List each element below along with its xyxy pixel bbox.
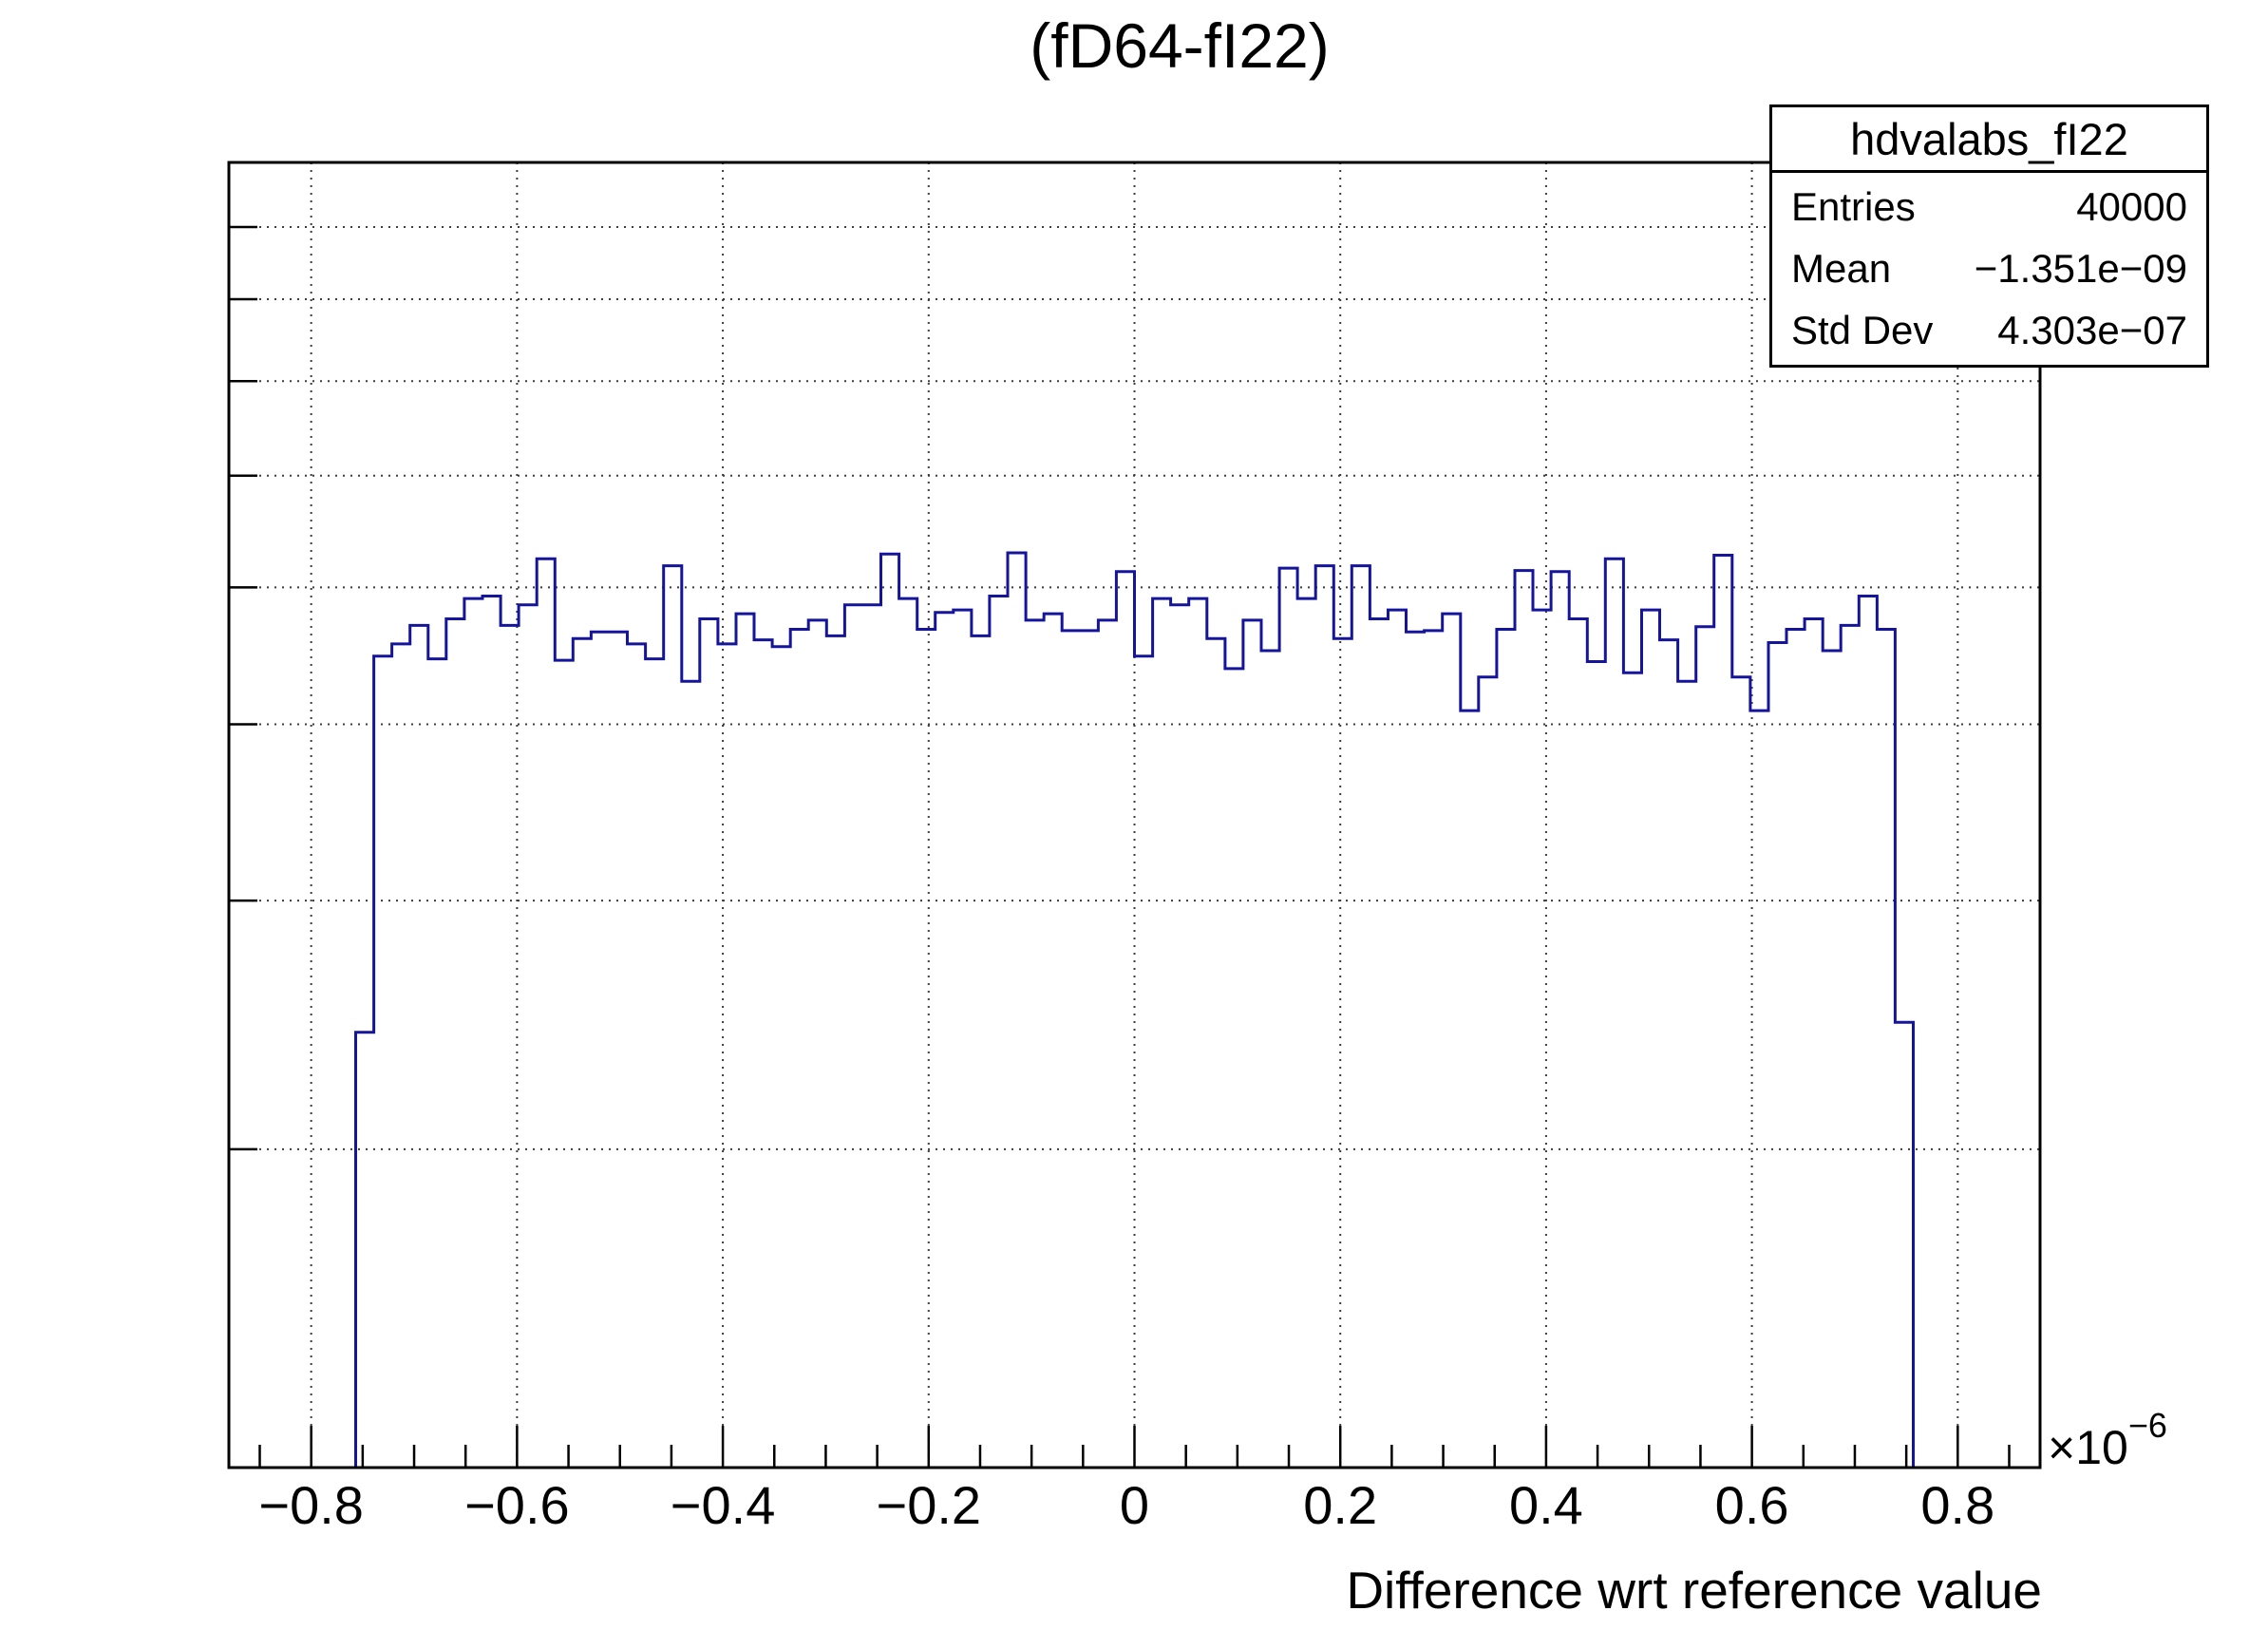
stats-label: Mean xyxy=(1791,245,1892,291)
stats-label: Entries xyxy=(1791,184,1916,230)
x-tick-label: −0.2 xyxy=(876,1475,982,1535)
axis-ticks xyxy=(229,225,2011,1468)
stats-box-title: hdvalabs_fI22 xyxy=(1772,107,2206,173)
stats-value: 4.303e−07 xyxy=(1997,307,2187,352)
page-title: (fD64-fI22) xyxy=(1030,10,1330,81)
grid-lines xyxy=(229,162,2040,1468)
stats-value: −1.351e−09 xyxy=(1974,245,2187,291)
x-tick-label: 0.2 xyxy=(1303,1475,1378,1535)
x-tick-label: −0.8 xyxy=(258,1475,364,1535)
x-axis-multiplier: ×10−6 xyxy=(2048,1406,2167,1475)
histogram-line xyxy=(229,551,2040,1469)
stats-label: Std Dev xyxy=(1791,307,1934,352)
x-tick-label: 0.6 xyxy=(1714,1475,1789,1535)
stats-row-entries: Entries 40000 xyxy=(1791,187,2187,227)
stats-box: hdvalabs_fI22 Entries 40000 Mean −1.351e… xyxy=(1769,104,2209,368)
stats-row-mean: Mean −1.351e−09 xyxy=(1791,245,2187,291)
x-tick-label: 0 xyxy=(1119,1475,1150,1535)
x-tick-label: 0.4 xyxy=(1508,1475,1583,1535)
x-axis-title: Difference wrt reference value xyxy=(1346,1561,2042,1620)
stats-box-rows: Entries 40000 Mean −1.351e−09 Std Dev 4.… xyxy=(1772,173,2206,365)
stats-value: 40000 xyxy=(2076,184,2187,230)
plot-frame xyxy=(227,161,2042,1469)
x-tick-label: −0.6 xyxy=(464,1475,570,1535)
x-tick-label: −0.4 xyxy=(670,1475,776,1535)
stats-row-stddev: Std Dev 4.303e−07 xyxy=(1791,307,2187,352)
x-tick-label: 0.8 xyxy=(1920,1475,1995,1535)
multiplier-base: ×10 xyxy=(2048,1421,2128,1474)
multiplier-exponent: −6 xyxy=(2127,1406,2167,1445)
